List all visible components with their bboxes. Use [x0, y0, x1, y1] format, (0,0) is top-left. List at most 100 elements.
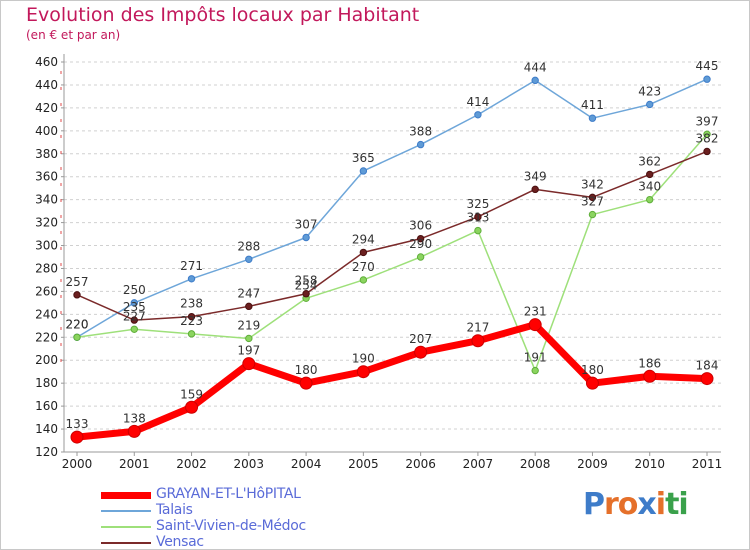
- x-tick-label: 2009: [577, 457, 608, 471]
- data-point: [474, 111, 482, 119]
- y-tick-label: 140: [35, 422, 58, 436]
- data-point: [302, 233, 310, 242]
- data-label: 423: [638, 84, 661, 98]
- data-point: [585, 376, 599, 390]
- data-point: [528, 318, 542, 332]
- data-point: [646, 195, 654, 204]
- chart-title: Evolution des Impôts locaux par Habitant: [26, 4, 420, 26]
- data-label: 388: [409, 125, 432, 139]
- data-label: 247: [237, 286, 260, 300]
- y-tick-label: 460: [35, 55, 58, 69]
- data-point: [531, 76, 539, 85]
- legend-swatch: [101, 526, 151, 528]
- data-label: 220: [66, 317, 89, 331]
- data-label: 411: [581, 98, 604, 112]
- x-tick-label: 2004: [291, 457, 322, 471]
- data-label: 444: [524, 60, 547, 74]
- data-point: [703, 130, 711, 138]
- data-label: 190: [352, 352, 375, 366]
- data-label: 365: [352, 151, 375, 165]
- data-point: [302, 290, 310, 298]
- data-point: [73, 291, 81, 299]
- data-label: 349: [524, 169, 547, 183]
- plot-area: [64, 54, 721, 452]
- data-label: 180: [295, 363, 318, 377]
- data-label: 290: [409, 237, 432, 251]
- data-point: [187, 312, 196, 321]
- data-point: [187, 275, 196, 283]
- data-label: 207: [409, 332, 432, 346]
- brand-letter: x: [637, 487, 656, 522]
- data-label: 180: [581, 363, 604, 377]
- data-label: 257: [66, 275, 89, 289]
- data-point: [646, 170, 654, 179]
- data-point: [73, 333, 81, 341]
- data-point: [359, 167, 368, 175]
- data-label: 325: [466, 197, 489, 211]
- data-label: 231: [524, 305, 547, 319]
- y-tick-label: 380: [35, 147, 58, 161]
- data-label: 258: [295, 274, 318, 288]
- data-point: [127, 424, 141, 438]
- data-point: [299, 376, 313, 390]
- data-point: [70, 430, 84, 444]
- data-point: [356, 365, 370, 379]
- data-point: [588, 210, 597, 219]
- y-tick-label: 340: [35, 193, 58, 207]
- x-tick-label: 2002: [176, 457, 207, 471]
- data-label: 219: [237, 318, 260, 332]
- data-label: 254: [295, 278, 318, 292]
- series-line-1: [76, 78, 708, 338]
- data-point: [416, 140, 425, 149]
- y-tick-label: 160: [35, 399, 58, 413]
- y-tick-label: 420: [35, 101, 58, 115]
- data-label: 362: [638, 154, 661, 168]
- data-point: [416, 234, 425, 243]
- x-tick-label: 2005: [348, 457, 379, 471]
- data-point: [187, 330, 196, 338]
- brand-letter: o: [617, 487, 639, 522]
- y-tick-label: 440: [35, 78, 58, 92]
- data-label: 133: [66, 417, 89, 431]
- data-point: [359, 248, 368, 257]
- data-label: 238: [180, 297, 203, 311]
- data-label: 197: [237, 344, 260, 358]
- data-label: 227: [123, 309, 146, 323]
- data-label: 138: [123, 411, 146, 425]
- x-tick-label: 2003: [234, 457, 265, 471]
- brand-logo: Proxiti: [583, 487, 689, 522]
- data-point: [471, 334, 485, 348]
- data-point: [130, 325, 138, 333]
- data-point: [414, 345, 428, 359]
- y-tick-label: 360: [35, 170, 58, 184]
- data-point: [474, 213, 482, 221]
- x-tick-label: 2010: [634, 457, 665, 471]
- data-label: 342: [581, 177, 604, 191]
- data-label: 414: [466, 95, 489, 109]
- y-tick-label: 120: [35, 445, 58, 459]
- data-point: [531, 185, 539, 194]
- data-point: [359, 276, 368, 284]
- y-tick-label: 200: [35, 353, 58, 367]
- data-point: [588, 114, 597, 122]
- x-tick-label: 2006: [405, 457, 436, 471]
- chart-subtitle: (en € et par an): [26, 28, 121, 42]
- data-label: 340: [638, 180, 661, 194]
- data-label: 327: [581, 195, 604, 209]
- x-tick-label: 2000: [62, 457, 93, 471]
- x-tick-label: 2011: [692, 457, 723, 471]
- data-point: [643, 369, 657, 383]
- legend-swatch: [101, 542, 151, 544]
- legend-label: Vensac: [156, 534, 204, 550]
- series-line-3: [76, 150, 708, 321]
- data-point: [474, 226, 482, 235]
- y-tick-label: 300: [35, 239, 58, 253]
- data-label: 191: [524, 351, 547, 365]
- data-point: [185, 400, 199, 414]
- brand-letter: r: [604, 487, 619, 522]
- y-tick-label: 240: [35, 307, 58, 321]
- legend-label: Saint-Vivien-de-Médoc: [156, 518, 306, 534]
- data-point: [245, 255, 253, 263]
